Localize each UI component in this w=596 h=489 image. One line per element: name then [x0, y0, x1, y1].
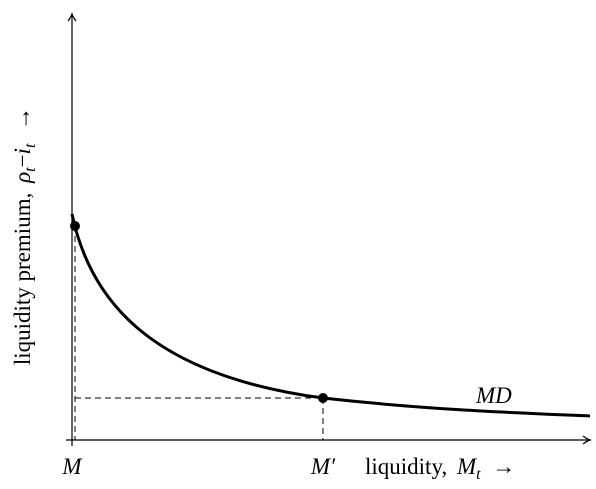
label-text: liquidity premium,: [10, 193, 35, 366]
label-operator: −: [10, 154, 35, 167]
point: [70, 221, 80, 231]
curve-label: MD: [475, 383, 512, 408]
md-curve: [70, 213, 591, 418]
label-symbol: M: [456, 454, 478, 479]
label-arrow: →: [492, 454, 515, 479]
label-text: liquidity,: [365, 454, 447, 479]
tick-label: M: [61, 454, 83, 479]
label-subscript: t: [476, 466, 481, 483]
label-symbol: ρ: [10, 172, 35, 184]
tick-label: M′: [310, 454, 336, 479]
y-axis-label: liquidity premium, ρt−it →: [10, 107, 40, 365]
x-axis-label: liquidity, Mt →: [365, 454, 515, 484]
point: [318, 393, 328, 403]
label-subscript: t: [22, 167, 39, 172]
label-subscript: t: [22, 143, 39, 148]
label-symbol: i: [10, 148, 35, 154]
label-arrow: →: [10, 107, 35, 130]
